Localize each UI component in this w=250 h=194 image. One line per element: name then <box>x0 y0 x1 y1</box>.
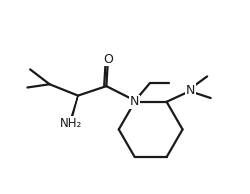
Polygon shape <box>72 96 78 117</box>
Text: N: N <box>130 95 140 108</box>
Text: O: O <box>103 53 113 66</box>
Text: NH₂: NH₂ <box>60 117 82 130</box>
Text: N: N <box>186 84 195 97</box>
